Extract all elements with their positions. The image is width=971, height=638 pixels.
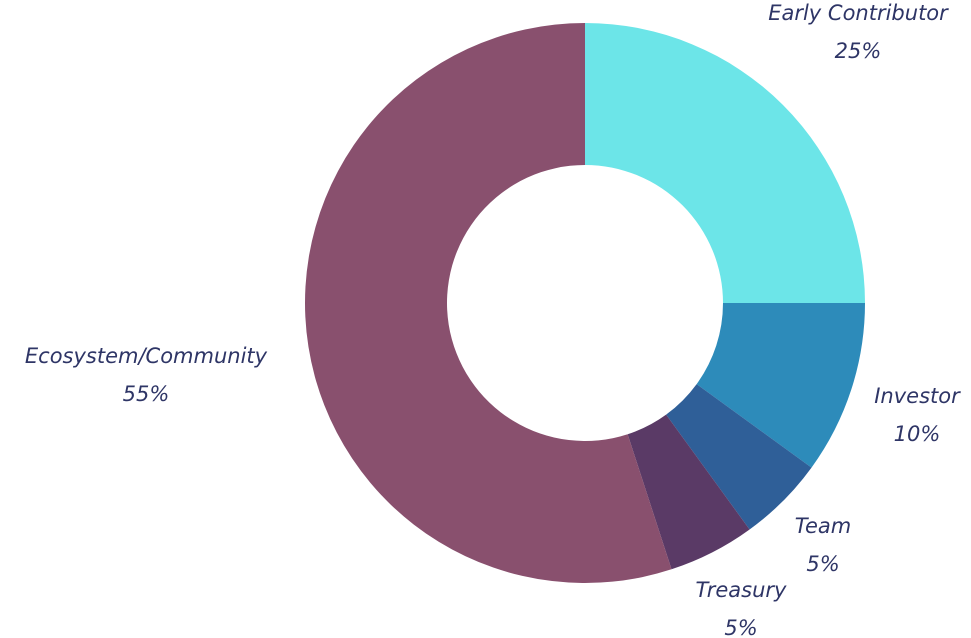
donut-labels: Early Contributor 25% Investor 10% Team 5% Tre… xyxy=(25,1,961,638)
slice-treasury xyxy=(627,414,750,570)
slice-value-ecosystem-community: 55% xyxy=(123,382,170,406)
slice-value-team: 5% xyxy=(806,552,839,576)
donut-slices xyxy=(305,23,865,583)
slice-label-treasury: Treasury xyxy=(696,578,788,602)
slice-label-investor: Investor xyxy=(874,384,961,408)
slice-value-investor: 10% xyxy=(894,422,941,446)
slice-value-treasury: 5% xyxy=(724,616,757,638)
slice-early-contributor xyxy=(585,23,865,303)
slice-team xyxy=(666,384,812,530)
slice-label-early-contributor: Early Contributor xyxy=(768,1,949,25)
slice-value-early-contributor: 25% xyxy=(835,39,882,63)
slice-label-team: Team xyxy=(795,514,851,538)
slice-label-ecosystem-community: Ecosystem/Community xyxy=(25,344,268,368)
slice-ecosystem-community xyxy=(305,23,672,583)
slice-investor xyxy=(696,303,865,468)
